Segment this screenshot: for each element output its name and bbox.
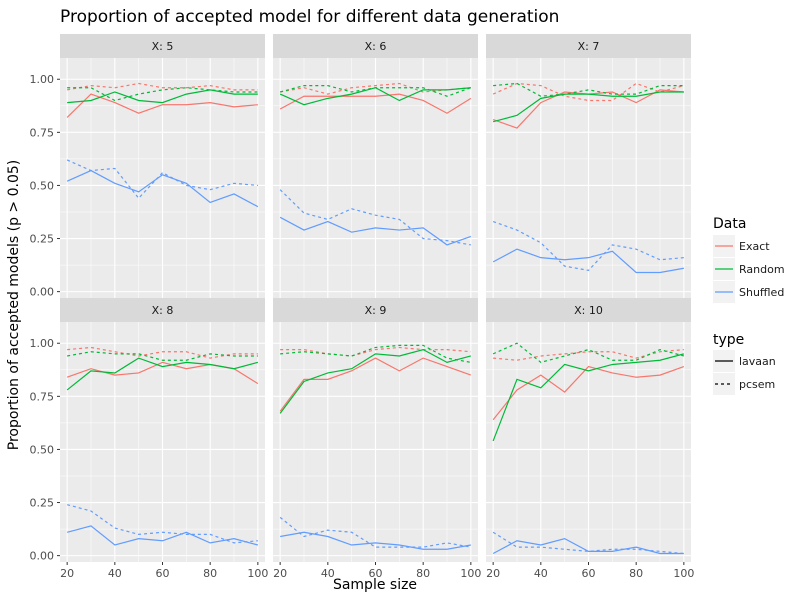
legend-label-exact: Exact (739, 240, 770, 253)
y-tick-label: 0.25 (30, 233, 55, 246)
x-axis-label: Sample size (333, 577, 417, 593)
y-tick-label: 0.75 (30, 390, 55, 403)
series-line-random-pcsem (279, 85, 472, 97)
facet-panel: X: 10 20 40 60 80 100 (486, 298, 694, 580)
x-tick-label: 100 (247, 567, 268, 580)
y-tick-label: 0.00 (30, 550, 55, 563)
series-line-random-pcsem (280, 344, 471, 363)
y-tick-label: 0.25 (30, 497, 55, 510)
x-tick-label: 60 (369, 567, 383, 580)
x-tick-label: 20 (273, 567, 287, 580)
series-line-shuffled-pcsem (66, 504, 258, 544)
facet-strip (60, 34, 265, 58)
series-line-shuffled-lavaan (279, 216, 472, 246)
facet-label: X: 7 (578, 40, 600, 53)
facet-panel: X: 5 0.00 0.25 0.50 0.75 1.00 (30, 34, 265, 299)
x-tick-label: 20 (486, 567, 500, 580)
x-tick-label: 40 (534, 567, 548, 580)
y-tick-label: 1.00 (30, 337, 55, 350)
x-tick-label: 100 (673, 567, 694, 580)
series-line-random-pcsem (67, 351, 258, 361)
legend-label-lavaan: lavaan (739, 355, 776, 368)
panels-layer: X: 5 0.00 0.25 0.50 0.75 1.00 X: 6 X: 7 X: 8 0.00… (30, 34, 694, 580)
y-tick-label: 0.50 (30, 179, 55, 192)
legend-label-random: Random (739, 263, 785, 276)
series-line-shuffled-lavaan (492, 248, 684, 274)
facet-label: X: 10 (574, 304, 603, 317)
series-line-exact-pcsem (493, 349, 684, 361)
series-line-exact-lavaan (66, 93, 258, 118)
facet-strip (486, 298, 691, 322)
y-tick-label: 0.50 (30, 443, 55, 456)
facet-panel: X: 6 (273, 34, 478, 298)
series-line-shuffled-pcsem (492, 531, 684, 555)
y-axis-label: Proportion of accepted models (p > 0.05) (6, 160, 22, 451)
series-line-shuffled-pcsem (279, 516, 471, 548)
series-line-shuffled-pcsem (279, 189, 471, 246)
series-line-random-lavaan (67, 89, 258, 104)
series-line-shuffled-lavaan (66, 169, 259, 208)
x-tick-label: 100 (460, 567, 481, 580)
series-line-exact-pcsem (67, 82, 258, 91)
legend-title-type: type (713, 332, 744, 348)
legend-label-pcsem: pcsem (739, 378, 775, 391)
chart-title: Proportion of accepted model for differe… (60, 7, 559, 27)
x-tick-label: 80 (203, 567, 217, 580)
facet-strip (486, 34, 691, 58)
facet-strip (60, 298, 265, 322)
series-line-random-pcsem (67, 87, 258, 102)
facet-label: X: 8 (152, 304, 174, 317)
facet-panel: X: 8 0.00 0.25 0.50 0.75 1.00 20 40 60 80 100 (30, 298, 268, 580)
facet-panel: X: 7 (486, 34, 691, 298)
series-line-random-pcsem (492, 342, 685, 364)
x-tick-label: 20 (60, 567, 74, 580)
y-tick-label: 0.00 (30, 286, 55, 299)
series-line-shuffled-pcsem (492, 220, 684, 272)
series-line-random-lavaan (492, 353, 685, 442)
x-tick-label: 40 (108, 567, 122, 580)
series-line-exact-lavaan (492, 365, 685, 421)
x-tick-label: 40 (321, 567, 335, 580)
legend: Data Exact Random Shuffled type lavaan pcsem (713, 216, 785, 395)
series-line-random-lavaan (492, 91, 684, 123)
legend-label-shuffled: Shuffled (739, 286, 784, 299)
series-line-random-lavaan (279, 348, 472, 414)
series-line-exact-lavaan (279, 357, 472, 412)
series-line-shuffled-lavaan (280, 531, 471, 550)
x-tick-label: 80 (629, 567, 643, 580)
x-tick-label: 60 (156, 567, 170, 580)
facet-label: X: 6 (365, 40, 387, 53)
series-line-exact-pcsem (492, 82, 685, 102)
x-tick-label: 80 (416, 567, 430, 580)
facet-panel: X: 9 20 40 60 80 100 (273, 298, 481, 580)
series-line-exact-pcsem (280, 346, 471, 357)
x-tick-label: 60 (582, 567, 596, 580)
facet-strip (273, 298, 478, 322)
facet-label: X: 5 (152, 40, 174, 53)
series-line-random-lavaan (66, 357, 259, 391)
series-line-random-pcsem (493, 82, 684, 97)
series-line-exact-pcsem (67, 346, 258, 359)
y-tick-label: 0.75 (30, 126, 55, 139)
series-line-shuffled-lavaan (66, 525, 259, 546)
series-line-shuffled-lavaan (492, 537, 684, 555)
facet-strip (273, 34, 478, 58)
series-line-exact-pcsem (280, 82, 471, 95)
y-tick-label: 1.00 (30, 73, 55, 86)
legend-title-data: Data (713, 216, 746, 232)
facet-label: X: 9 (365, 304, 387, 317)
series-line-exact-lavaan (279, 93, 472, 114)
